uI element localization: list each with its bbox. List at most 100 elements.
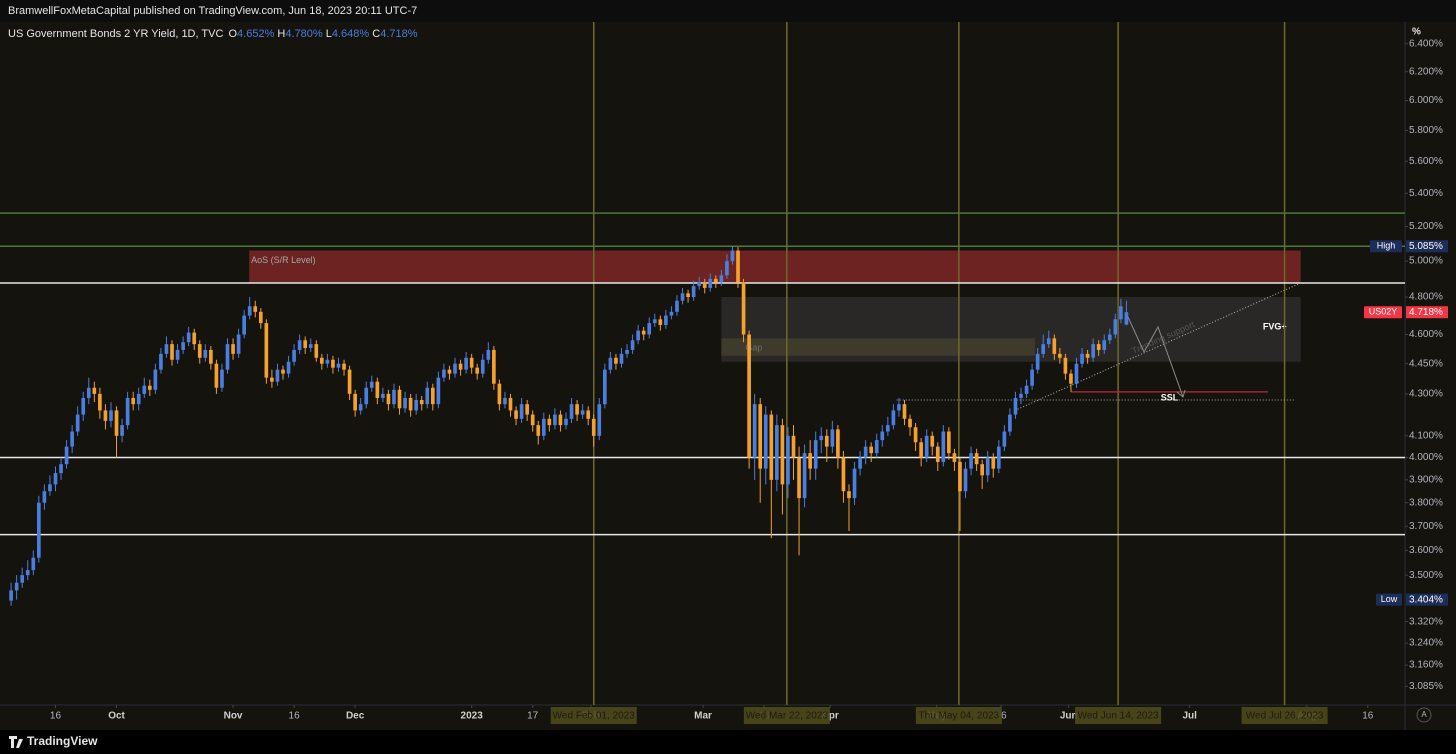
candle-body bbox=[14, 582, 19, 591]
candle-body bbox=[247, 306, 252, 316]
candle-body bbox=[1124, 312, 1129, 325]
candle-body bbox=[564, 418, 568, 426]
y-tick-label: 5.400% bbox=[1409, 188, 1443, 199]
candle-body bbox=[963, 468, 968, 492]
date-label: Wed Jun 14, 2023 bbox=[1078, 711, 1159, 722]
candle-body bbox=[125, 397, 130, 426]
x-tick-label: Apr bbox=[822, 711, 839, 722]
candle-body bbox=[736, 250, 740, 283]
x-tick-label: 2023 bbox=[461, 711, 484, 722]
zone bbox=[721, 297, 1301, 362]
x-tick-label: Jun bbox=[1060, 711, 1078, 722]
candle-body bbox=[797, 457, 801, 499]
candle-body bbox=[147, 385, 152, 390]
candle-body bbox=[730, 250, 735, 262]
candle-body bbox=[675, 300, 679, 312]
x-tick-label: Jul bbox=[1182, 711, 1197, 722]
y-tick-label: 4.000% bbox=[1409, 452, 1443, 463]
candle-body bbox=[669, 311, 674, 316]
date-label-box bbox=[550, 707, 637, 724]
candle-body bbox=[741, 282, 746, 335]
candle-body bbox=[680, 293, 685, 301]
candle-body bbox=[386, 393, 391, 405]
candle-body bbox=[725, 261, 729, 276]
candle-body bbox=[858, 457, 862, 469]
candle-body bbox=[780, 425, 785, 485]
y-tick-label: 3.800% bbox=[1409, 497, 1443, 508]
candle-body bbox=[81, 397, 86, 415]
candle-body bbox=[664, 315, 668, 325]
candle-body bbox=[270, 377, 274, 382]
candle-body bbox=[847, 491, 851, 499]
date-label: Wed Jul 26, 2023 bbox=[1246, 711, 1324, 722]
candle-body bbox=[458, 363, 463, 370]
candle-body bbox=[1085, 353, 1090, 358]
candle-body bbox=[92, 387, 97, 394]
candle-body bbox=[164, 344, 169, 354]
y-tick-label: 6.000% bbox=[1409, 95, 1443, 106]
price-tag-name: Low bbox=[1381, 594, 1398, 604]
candle-body bbox=[159, 353, 163, 370]
ohlc-key: O bbox=[228, 28, 237, 40]
candle-body bbox=[752, 404, 757, 458]
candle-body bbox=[353, 393, 357, 411]
zone-label: FVG+ bbox=[1263, 322, 1287, 332]
candle-body bbox=[375, 381, 380, 398]
candle-body bbox=[464, 357, 468, 370]
candle-body bbox=[197, 344, 202, 358]
candle-body bbox=[430, 387, 435, 405]
candle-body bbox=[691, 286, 696, 298]
candle-body bbox=[492, 349, 496, 384]
candle-body bbox=[297, 340, 302, 350]
candle-body bbox=[475, 367, 480, 374]
y-tick-label: 3.240% bbox=[1409, 638, 1443, 649]
candle-body bbox=[775, 425, 779, 480]
candle-body bbox=[913, 427, 918, 443]
candle-body bbox=[103, 410, 108, 421]
candle-body bbox=[264, 323, 269, 378]
candle-body bbox=[225, 344, 230, 370]
candle-body bbox=[1046, 338, 1051, 345]
y-tick-label: 3.320% bbox=[1409, 616, 1443, 627]
auto-scale-button[interactable] bbox=[1416, 707, 1432, 723]
candle-body bbox=[1113, 319, 1118, 335]
candle-body bbox=[630, 340, 635, 350]
candle-body bbox=[547, 418, 552, 426]
x-axis-area bbox=[0, 705, 1405, 730]
candle-body bbox=[1002, 431, 1007, 447]
ohlc-value: 4.648% bbox=[332, 28, 370, 40]
candle-body bbox=[192, 332, 197, 345]
candle-body bbox=[53, 473, 58, 485]
candle-body bbox=[414, 400, 419, 411]
candle-body bbox=[1102, 340, 1107, 350]
y-tick-label: 6.400% bbox=[1409, 38, 1443, 49]
candle-body bbox=[697, 282, 702, 287]
candle-body bbox=[308, 344, 313, 349]
candle-body bbox=[342, 363, 346, 370]
candle-body bbox=[231, 344, 235, 354]
candle-body bbox=[397, 389, 402, 409]
candle-body bbox=[64, 446, 69, 465]
candle-body bbox=[641, 330, 646, 335]
candle-body bbox=[358, 404, 363, 411]
candle-body bbox=[453, 363, 457, 374]
candle-body bbox=[580, 410, 585, 415]
y-tick-label: 5.800% bbox=[1409, 125, 1443, 136]
zone bbox=[249, 250, 1301, 284]
candle-body bbox=[170, 344, 174, 360]
candle-body bbox=[614, 357, 618, 364]
candle-body bbox=[763, 414, 768, 469]
candle-body bbox=[719, 275, 724, 283]
date-label-box bbox=[1075, 707, 1162, 724]
price-value-box bbox=[1406, 240, 1448, 253]
axis-unit: % bbox=[1412, 27, 1421, 38]
candle-body bbox=[930, 435, 935, 447]
candle-body bbox=[48, 484, 52, 492]
y-tick-label: 5.600% bbox=[1409, 156, 1443, 167]
price-value-box bbox=[1406, 593, 1448, 606]
ohlc-key: H bbox=[277, 28, 285, 40]
y-tick-label: 4.800% bbox=[1409, 292, 1443, 303]
candle-body bbox=[841, 457, 846, 492]
y-tick-label: 6.200% bbox=[1409, 66, 1443, 77]
